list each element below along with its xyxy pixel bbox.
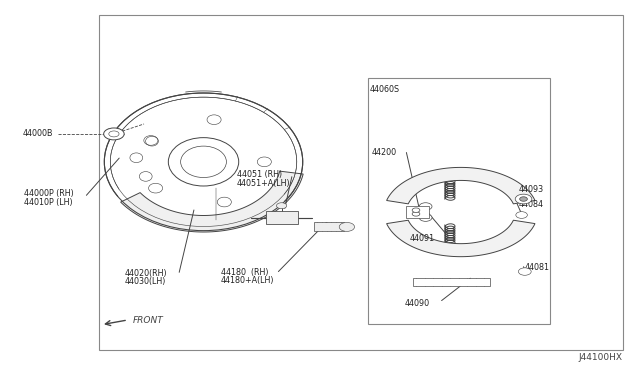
Polygon shape: [387, 220, 535, 257]
Circle shape: [109, 131, 119, 137]
Text: 44180+A(LH): 44180+A(LH): [221, 276, 275, 285]
Circle shape: [516, 212, 527, 218]
Text: 44020(RH): 44020(RH): [125, 269, 168, 278]
Text: 44091: 44091: [410, 234, 435, 243]
Circle shape: [515, 194, 532, 204]
Text: FRONT: FRONT: [133, 316, 164, 325]
Text: 44200: 44200: [371, 148, 396, 157]
Circle shape: [104, 128, 124, 140]
Polygon shape: [120, 171, 303, 232]
Circle shape: [419, 214, 432, 221]
Text: 44084: 44084: [518, 200, 543, 209]
Circle shape: [276, 203, 287, 209]
Bar: [406, 206, 429, 218]
Bar: [266, 211, 298, 224]
Text: 44060S: 44060S: [370, 85, 400, 94]
Circle shape: [518, 268, 531, 275]
Text: 44093: 44093: [518, 185, 543, 194]
Text: 44180  (RH): 44180 (RH): [221, 268, 268, 277]
Circle shape: [412, 212, 420, 216]
Text: 44030(LH): 44030(LH): [125, 278, 166, 286]
Circle shape: [412, 208, 420, 212]
Circle shape: [339, 222, 355, 231]
Text: 44010P (LH): 44010P (LH): [24, 198, 73, 207]
Text: 44000B: 44000B: [22, 129, 53, 138]
Circle shape: [520, 197, 527, 201]
Bar: [413, 278, 490, 286]
Text: 44000P (RH): 44000P (RH): [24, 189, 74, 198]
Circle shape: [419, 203, 432, 210]
Polygon shape: [387, 167, 535, 204]
Bar: [314, 222, 344, 231]
Text: 44051+A(LH): 44051+A(LH): [237, 179, 291, 188]
Text: 44090: 44090: [404, 299, 429, 308]
Bar: [368, 78, 550, 324]
Text: 44081: 44081: [525, 263, 550, 272]
Text: J44100HX: J44100HX: [578, 353, 622, 362]
Text: 44051 (RH): 44051 (RH): [237, 170, 282, 179]
Bar: [99, 15, 623, 350]
